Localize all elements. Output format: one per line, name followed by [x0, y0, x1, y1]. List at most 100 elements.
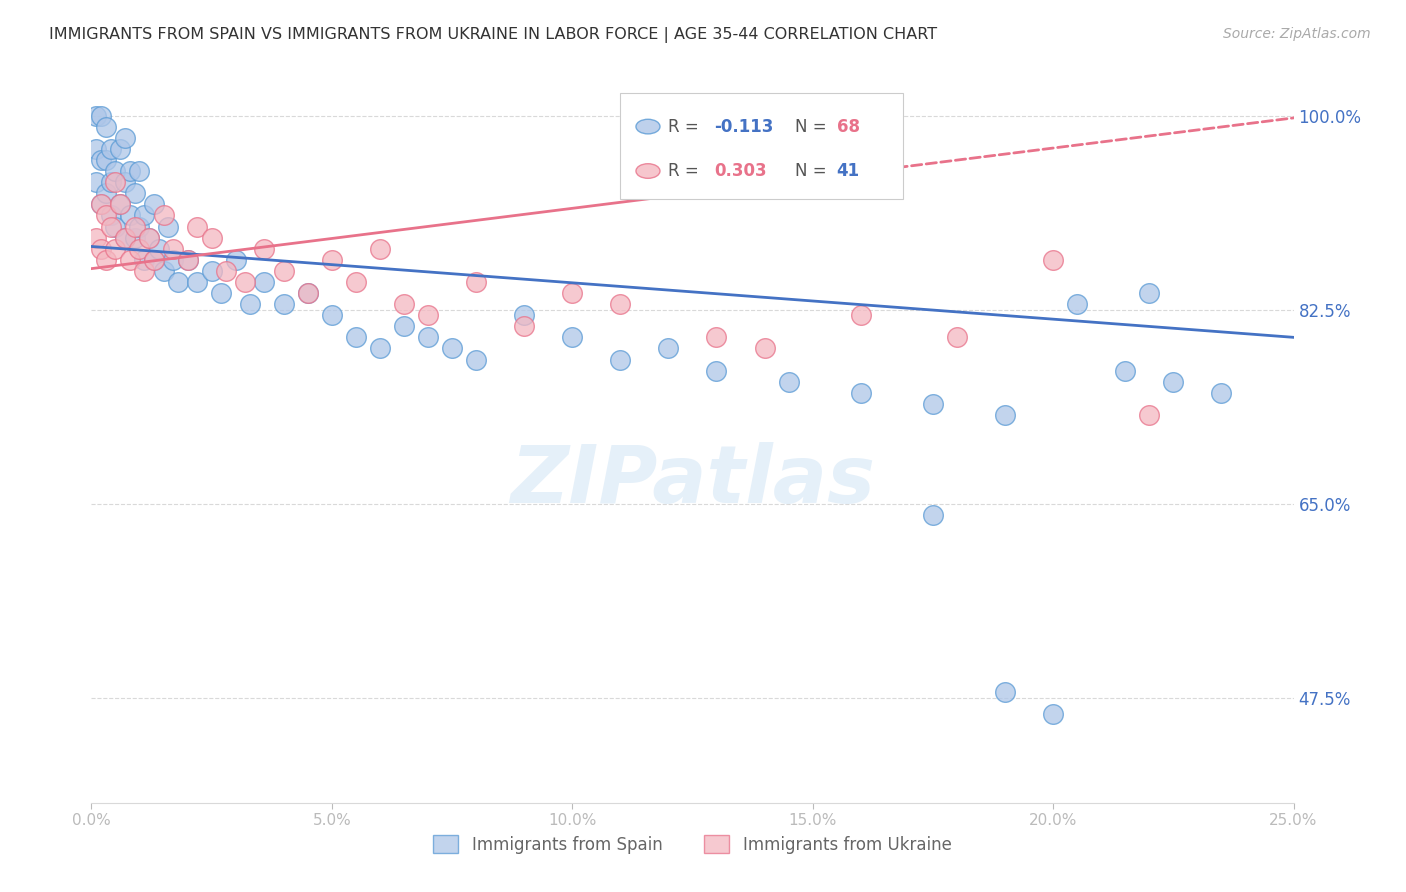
Point: [201, 230, 224, 244]
Point: [84, 230, 107, 244]
Point: [1042, 707, 1064, 722]
Point: [754, 342, 776, 356]
Point: [138, 230, 160, 244]
Point: [100, 142, 122, 156]
Text: ZIPatlas: ZIPatlas: [510, 442, 875, 520]
Point: [994, 685, 1017, 699]
Text: 41: 41: [837, 162, 860, 180]
Point: [657, 342, 679, 356]
Point: [124, 186, 146, 201]
Point: [416, 330, 439, 344]
Point: [90, 242, 112, 256]
Point: [609, 297, 631, 311]
Point: [368, 342, 391, 356]
Text: R =: R =: [668, 162, 704, 180]
Point: [1211, 385, 1233, 400]
Point: [94, 186, 117, 201]
Point: [124, 230, 146, 244]
Point: [142, 197, 165, 211]
Point: [253, 275, 276, 289]
Point: [94, 252, 117, 267]
Point: [90, 109, 112, 123]
Point: [118, 209, 141, 223]
Point: [201, 264, 224, 278]
Point: [321, 252, 343, 267]
Point: [114, 230, 136, 244]
Point: [1137, 408, 1160, 422]
Point: [142, 252, 165, 267]
Point: [124, 219, 146, 234]
Point: [273, 264, 295, 278]
Point: [128, 164, 150, 178]
Text: 68: 68: [837, 118, 859, 136]
Point: [110, 142, 132, 156]
Point: [176, 252, 198, 267]
FancyBboxPatch shape: [620, 94, 903, 200]
Point: [162, 242, 184, 256]
Point: [849, 385, 872, 400]
Point: [321, 308, 343, 322]
Point: [134, 209, 156, 223]
Point: [100, 175, 122, 189]
Point: [297, 285, 319, 300]
Legend: Immigrants from Spain, Immigrants from Ukraine: Immigrants from Spain, Immigrants from U…: [427, 829, 957, 860]
Point: [114, 230, 136, 244]
Point: [1114, 363, 1136, 377]
Point: [128, 219, 150, 234]
Point: [148, 242, 170, 256]
Point: [416, 308, 439, 322]
Circle shape: [636, 164, 659, 178]
Point: [84, 175, 107, 189]
Point: [209, 285, 232, 300]
Point: [110, 197, 132, 211]
Point: [104, 175, 127, 189]
Point: [561, 330, 583, 344]
Point: [152, 209, 174, 223]
Point: [513, 319, 536, 334]
Point: [465, 352, 488, 367]
Text: Source: ZipAtlas.com: Source: ZipAtlas.com: [1223, 27, 1371, 41]
Point: [94, 209, 117, 223]
Text: N =: N =: [794, 162, 831, 180]
Point: [100, 209, 122, 223]
Point: [1137, 285, 1160, 300]
Point: [1042, 252, 1064, 267]
Point: [994, 408, 1017, 422]
Point: [946, 330, 969, 344]
Point: [84, 142, 107, 156]
Text: N =: N =: [794, 118, 831, 136]
Point: [609, 352, 631, 367]
Point: [176, 252, 198, 267]
Point: [100, 219, 122, 234]
Point: [233, 275, 256, 289]
Point: [118, 164, 141, 178]
Point: [239, 297, 262, 311]
Text: 0.303: 0.303: [714, 162, 766, 180]
Point: [273, 297, 295, 311]
Point: [90, 197, 112, 211]
Point: [253, 242, 276, 256]
Point: [104, 219, 127, 234]
Point: [215, 264, 238, 278]
Point: [186, 219, 208, 234]
Point: [134, 264, 156, 278]
Point: [138, 230, 160, 244]
Text: IMMIGRANTS FROM SPAIN VS IMMIGRANTS FROM UKRAINE IN LABOR FORCE | AGE 35-44 CORR: IMMIGRANTS FROM SPAIN VS IMMIGRANTS FROM…: [49, 27, 938, 43]
Text: R =: R =: [668, 118, 704, 136]
Point: [297, 285, 319, 300]
Point: [94, 153, 117, 167]
Point: [134, 252, 156, 267]
Point: [513, 308, 536, 322]
Point: [368, 242, 391, 256]
Point: [104, 242, 127, 256]
Point: [849, 308, 872, 322]
Point: [114, 131, 136, 145]
Point: [90, 197, 112, 211]
Point: [922, 508, 945, 522]
Point: [1161, 375, 1184, 389]
Text: -0.113: -0.113: [714, 118, 773, 136]
Point: [94, 120, 117, 134]
Point: [110, 197, 132, 211]
Point: [392, 319, 415, 334]
Point: [142, 252, 165, 267]
